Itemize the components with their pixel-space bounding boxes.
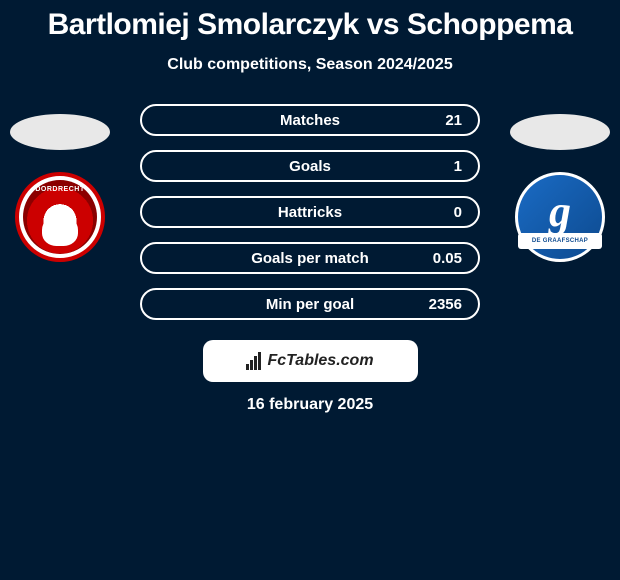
stat-label: Matches [280, 112, 340, 129]
club-logo-right: g DE GRAAFSCHAP [515, 172, 605, 262]
stat-value-right: 0 [454, 204, 462, 221]
club-logo-left: DORDRECHT [15, 172, 105, 262]
stat-row-gpm: Goals per match 0.05 [140, 242, 480, 274]
stat-value-right: 21 [445, 112, 462, 129]
dordrecht-text: DORDRECHT [35, 186, 84, 193]
stat-label: Goals per match [251, 250, 369, 267]
graafschap-banner: DE GRAAFSCHAP [518, 233, 602, 249]
player-right-column: g DE GRAAFSCHAP [510, 114, 610, 262]
footer-brand-text: FcTables.com [267, 352, 373, 370]
graafschap-g-icon: g [549, 186, 571, 237]
stat-row-matches: Matches 21 [140, 104, 480, 136]
subtitle: Club competitions, Season 2024/2025 [0, 56, 620, 74]
stat-label: Min per goal [266, 296, 354, 313]
date-text: 16 february 2025 [0, 396, 620, 414]
page-title: Bartlomiej Smolarczyk vs Schoppema [0, 8, 620, 42]
stat-label: Goals [289, 158, 331, 175]
footer-brand-badge: FcTables.com [203, 340, 418, 382]
stat-value-right: 0.05 [433, 250, 462, 267]
stat-value-right: 2356 [429, 296, 462, 313]
player-left-column: DORDRECHT [10, 114, 110, 262]
stat-value-right: 1 [454, 158, 462, 175]
player-left-photo [10, 114, 110, 150]
stat-row-hattricks: Hattricks 0 [140, 196, 480, 228]
sheep-icon [42, 214, 78, 246]
stat-row-goals: Goals 1 [140, 150, 480, 182]
stats-column: Matches 21 Goals 1 Hattricks 0 Goals per… [140, 104, 480, 320]
player-right-photo [510, 114, 610, 150]
stat-label: Hattricks [278, 204, 342, 221]
bars-icon [246, 352, 261, 370]
dordrecht-emblem: DORDRECHT [23, 180, 97, 254]
content-area: DORDRECHT g DE GRAAFSCHAP Matches 21 Goa… [0, 104, 620, 414]
infographic-container: Bartlomiej Smolarczyk vs Schoppema Club … [0, 0, 620, 580]
stat-row-mpg: Min per goal 2356 [140, 288, 480, 320]
